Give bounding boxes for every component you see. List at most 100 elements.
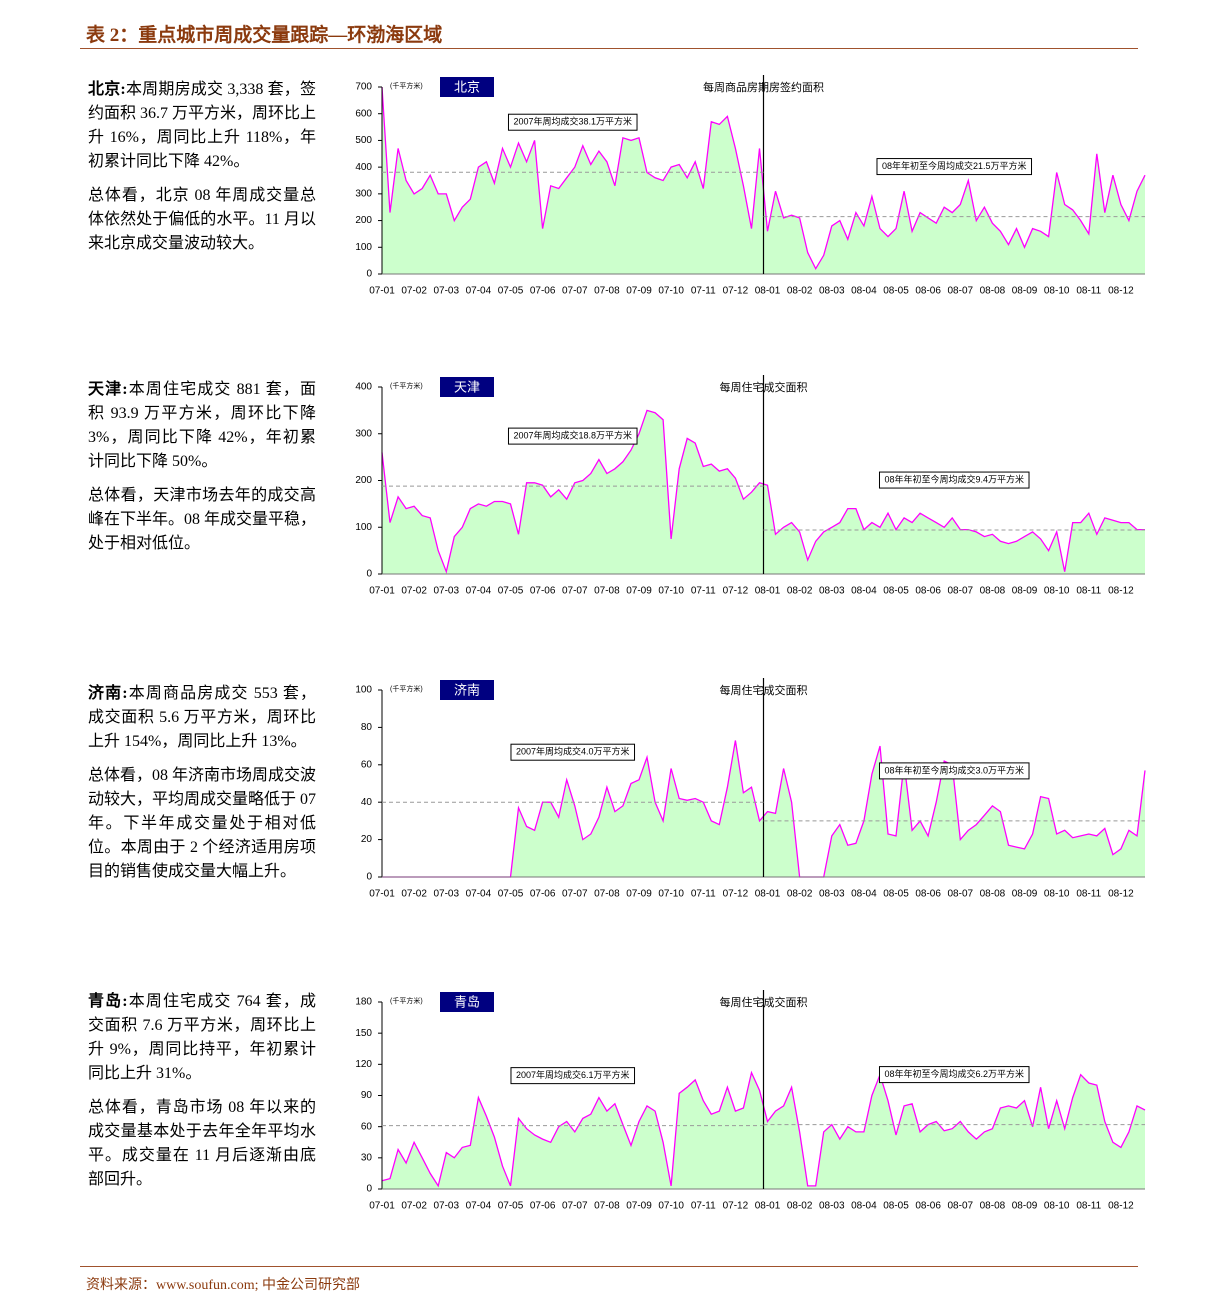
x-tick-label: 08-08 <box>980 586 1006 597</box>
x-tick-label: 08-12 <box>1108 889 1134 900</box>
x-tick-label: 08-10 <box>1044 586 1070 597</box>
chart: 0 20 40 60 80 100 07-01 07-02 07-03 07-04 07-05 07-… <box>355 678 1146 900</box>
x-tick-label: 08-01 <box>755 286 781 297</box>
y-tick-label: 150 <box>355 1028 372 1039</box>
area <box>382 87 1145 274</box>
x-tick-label: 07-05 <box>498 586 524 597</box>
x-tick-label: 07-01 <box>369 889 395 900</box>
x-tick-label: 08-03 <box>819 586 845 597</box>
x-tick-label: 07-01 <box>369 586 395 597</box>
x-tick-label: 07-08 <box>594 1201 620 1212</box>
x-tick-label: 07-06 <box>530 286 556 297</box>
average-box: 08年年初至今周均成交6.2万平方米 <box>878 1066 1030 1084</box>
box <box>878 762 1030 780</box>
x-tick-label: 07-11 <box>691 889 716 900</box>
lead: 青岛: <box>88 993 128 1010</box>
x-tick-label: 08-06 <box>915 586 941 597</box>
y-tick-label: 0 <box>366 269 372 280</box>
x-tick-label: 08-10 <box>1044 1201 1070 1212</box>
x-tick-label: 08-08 <box>980 286 1006 297</box>
average-box: 2007年周均成交4.0万平方米 <box>510 743 636 761</box>
lead: 济南: <box>88 685 128 702</box>
chart-title: 每周住宅成交面积 <box>720 380 808 394</box>
x-tick-label: 07-04 <box>466 1201 492 1212</box>
unit-label: (千平方米) <box>390 996 423 1005</box>
chart-title: 每周住宅成交面积 <box>720 995 808 1009</box>
y-tick-label: 120 <box>355 1059 372 1070</box>
x-tick-label: 07-09 <box>626 1201 652 1212</box>
x-tick-label: 07-09 <box>626 286 652 297</box>
y-tick-label: 500 <box>355 135 372 146</box>
x-tick-label: 07-03 <box>433 1201 459 1212</box>
y-tick-label: 100 <box>355 522 372 533</box>
x-tick-label: 08-12 <box>1108 1201 1134 1212</box>
average-label: 2007年周均成交6.1万平方米 <box>516 1069 630 1080</box>
text: 本周住宅成交 764 套，成交面积 7.6 万平方米，周环比上升 9%，周同比持… <box>88 993 316 1082</box>
paragraph: 天津:本周住宅成交 881 套，面积 93.9 万平方米，周环比下降 3%，周同… <box>88 378 316 474</box>
lead: 北京: <box>88 81 126 98</box>
y-tick-label: 300 <box>355 188 372 199</box>
y-tick-label: 40 <box>361 797 373 808</box>
section: 天津:本周住宅成交 881 套，面积 93.9 万平方米，周环比下降 3%，周同… <box>88 378 316 566</box>
x-tick-label: 08-10 <box>1044 889 1070 900</box>
lead: 天津: <box>88 381 128 398</box>
summary: 总体看，青岛市场 08 年以来的成交量基本处于去年全年平均水平。成交量在 11 … <box>88 1099 316 1188</box>
average-label: 08年年初至今周均成交9.4万平方米 <box>884 473 1024 484</box>
x-tick-label: 07-02 <box>401 286 427 297</box>
y-tick-label: 300 <box>355 428 372 439</box>
box <box>507 113 638 131</box>
y-tick-label: 400 <box>355 382 372 393</box>
x-tick-label: 08-12 <box>1108 286 1134 297</box>
x-tick-label: 08-02 <box>787 586 813 597</box>
x-tick-label: 07-12 <box>723 889 749 900</box>
x-tick-label: 08-06 <box>915 1201 941 1212</box>
x-tick-label: 07-10 <box>658 286 684 297</box>
header-rule <box>80 48 1138 49</box>
chart: 0 30 60 90 120 150 180 07-01 07-02 07-03 07-04 07-0… <box>355 990 1146 1212</box>
x-tick-label: 07-11 <box>691 1201 716 1212</box>
box <box>876 158 1033 176</box>
chart-title: 每周商品房期房签约面积 <box>703 80 824 94</box>
x-tick-label: 08-04 <box>851 586 877 597</box>
x-tick-label: 08-09 <box>1012 286 1038 297</box>
x-tick-label: 08-11 <box>1076 889 1101 900</box>
x-tick-label: 07-03 <box>433 286 459 297</box>
box <box>510 743 636 761</box>
x-tick-label: 08-08 <box>980 1201 1006 1212</box>
x-tick-label: 07-04 <box>466 586 492 597</box>
x-tick-label: 07-04 <box>466 286 492 297</box>
y-tick-label: 0 <box>366 569 372 580</box>
x-tick-label: 08-04 <box>851 1201 877 1212</box>
x-tick-label: 07-07 <box>562 1201 588 1212</box>
city-tag: 济南 <box>454 683 480 699</box>
x-tick-label: 08-09 <box>1012 586 1038 597</box>
x-tick-label: 08-05 <box>883 1201 909 1212</box>
y-tick-label: 200 <box>355 475 372 486</box>
summary: 总体看，天津市场去年的成交高峰在下半年。08 年成交量平稳，处于相对低位。 <box>88 487 317 552</box>
y-tick-label: 30 <box>361 1152 373 1163</box>
unit-label: (千平方米) <box>390 81 423 90</box>
average-label: 2007年周均成交18.8万平方米 <box>513 429 632 440</box>
x-tick-label: 07-08 <box>594 286 620 297</box>
average-label: 08年年初至今周均成交6.2万平方米 <box>884 1068 1024 1079</box>
section: 北京:本周期房成交 3,338 套，签约面积 36.7 万平方米，周环比上升 1… <box>88 78 316 266</box>
chart: 0 100 200 300 400 07-01 07-02 07-03 07-04 07-05 07… <box>355 375 1145 597</box>
x-tick-label: 08-05 <box>883 889 909 900</box>
x-tick-label: 08-12 <box>1108 586 1134 597</box>
summary: 总体看，北京 08 年周成交量总体依然处于偏低的水平。11 月以来北京成交量波动… <box>88 187 316 252</box>
x-tick-label: 08-07 <box>947 889 973 900</box>
x-tick-label: 07-05 <box>498 1201 524 1212</box>
x-tick-label: 07-07 <box>562 286 588 297</box>
city-tag: 青岛 <box>454 995 480 1011</box>
x-tick-label: 07-09 <box>626 586 652 597</box>
average-label: 2007年周均成交38.1万平方米 <box>513 116 632 127</box>
x-tick-label: 07-06 <box>530 889 556 900</box>
city-tag-box <box>440 77 494 97</box>
x-tick-label: 08-05 <box>883 286 909 297</box>
chart-title: 每周住宅成交面积 <box>720 683 808 697</box>
x-tick-label: 07-07 <box>562 889 588 900</box>
x-tick-label: 07-11 <box>691 286 716 297</box>
x-tick-label: 07-01 <box>369 1201 395 1212</box>
x-tick-label: 07-10 <box>658 889 684 900</box>
